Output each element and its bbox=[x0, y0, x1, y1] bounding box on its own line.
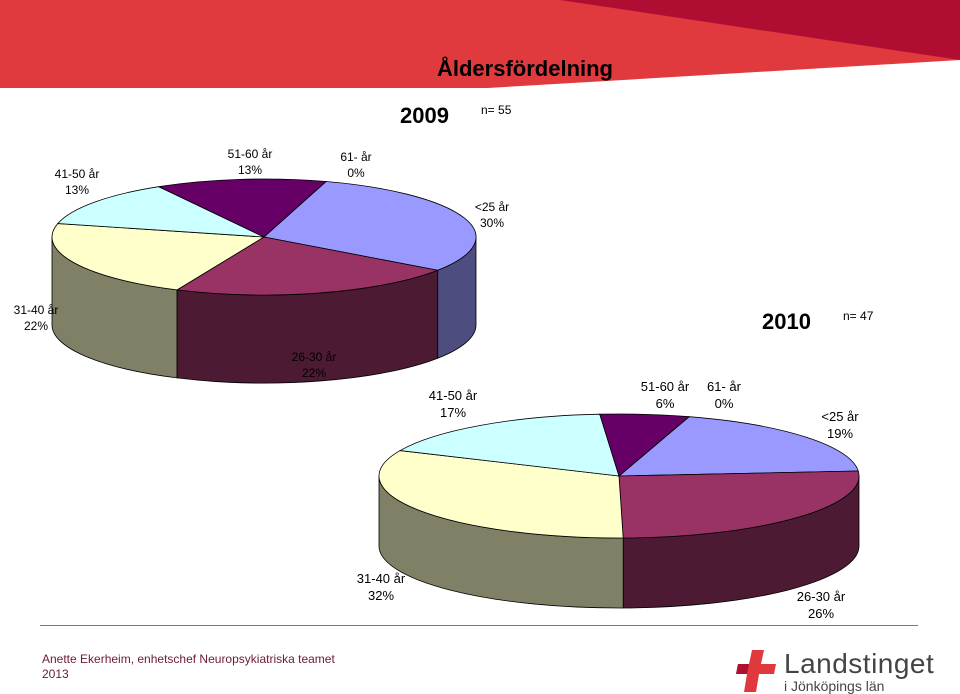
page-title: Åldersfördelning bbox=[436, 56, 613, 81]
pie-slice-2009-3 bbox=[56, 186, 265, 238]
footer-text: Anette Ekerheim, enhetschef Neuropsykiat… bbox=[42, 652, 335, 682]
pie-slice-2009-0 bbox=[263, 181, 477, 271]
pie-slice-2010-4 bbox=[599, 413, 691, 477]
label-2009-61-cat: 61- år bbox=[340, 150, 371, 164]
label-2010-61-val: 0% bbox=[715, 396, 734, 411]
label-2010-31-40-cat: 31-40 år bbox=[357, 571, 406, 586]
logo-subtitle: i Jönköpings län bbox=[784, 678, 885, 694]
label-2010-26-30-cat: 26-30 år bbox=[797, 589, 846, 604]
pie-2010 bbox=[378, 413, 860, 609]
chart-2010-n: n= 47 bbox=[843, 309, 874, 323]
label-2009-51-60-val: 13% bbox=[238, 163, 262, 177]
label-2009-41-50-cat: 41-50 år bbox=[55, 167, 100, 181]
label-2010-31-40-val: 32% bbox=[368, 588, 394, 603]
chart-2009-title: 2009 bbox=[400, 103, 449, 128]
label-2009-31-40-val: 22% bbox=[24, 319, 48, 333]
label-2009-31-40-cat: 31-40 år bbox=[14, 303, 59, 317]
label-2010-51-60-val: 6% bbox=[656, 396, 675, 411]
pie-slice-2009-4 bbox=[157, 178, 327, 238]
label-2010-25-cat: <25 år bbox=[821, 409, 859, 424]
label-2010-41-50-cat: 41-50 år bbox=[429, 388, 478, 403]
footer-author: Anette Ekerheim, enhetschef Neuropsykiat… bbox=[42, 652, 335, 666]
label-2009-41-50-val: 13% bbox=[65, 183, 89, 197]
landstinget-logo: Landstinget i Jönköpings län bbox=[734, 646, 934, 694]
chart-2009-n: n= 55 bbox=[481, 103, 512, 117]
label-2010-26-30-val: 26% bbox=[808, 606, 834, 621]
pie-slice-2009-1 bbox=[175, 236, 440, 296]
pie-slice-2010-3 bbox=[398, 413, 620, 477]
logo-cross-icon bbox=[736, 650, 776, 692]
footer-year: 2013 bbox=[42, 667, 69, 681]
label-2009-25-val: 30% bbox=[480, 216, 504, 230]
label-2010-41-50-val: 17% bbox=[440, 405, 466, 420]
label-2010-61-cat: 61- år bbox=[707, 379, 742, 394]
pie-slice-2010-0 bbox=[617, 416, 859, 477]
label-2009-61-val: 0% bbox=[347, 166, 365, 180]
label-2009-25-cat: <25 år bbox=[475, 200, 509, 214]
chart-2010-title: 2010 bbox=[762, 309, 811, 334]
pie-slice-2009-2 bbox=[51, 223, 266, 291]
label-2010-25-val: 19% bbox=[827, 426, 853, 441]
pie-slice-2010-2 bbox=[378, 450, 624, 539]
pie-2009 bbox=[51, 178, 477, 384]
header-banner bbox=[0, 0, 960, 92]
logo-name: Landstinget bbox=[784, 648, 935, 679]
footer-divider bbox=[40, 625, 918, 626]
label-2009-51-60-cat: 51-60 år bbox=[228, 147, 273, 161]
label-2009-26-30-val: 22% bbox=[302, 366, 326, 380]
label-2010-51-60-cat: 51-60 år bbox=[641, 379, 690, 394]
pie-slice-2010-1 bbox=[618, 470, 860, 539]
label-2009-26-30-cat: 26-30 år bbox=[292, 350, 337, 364]
